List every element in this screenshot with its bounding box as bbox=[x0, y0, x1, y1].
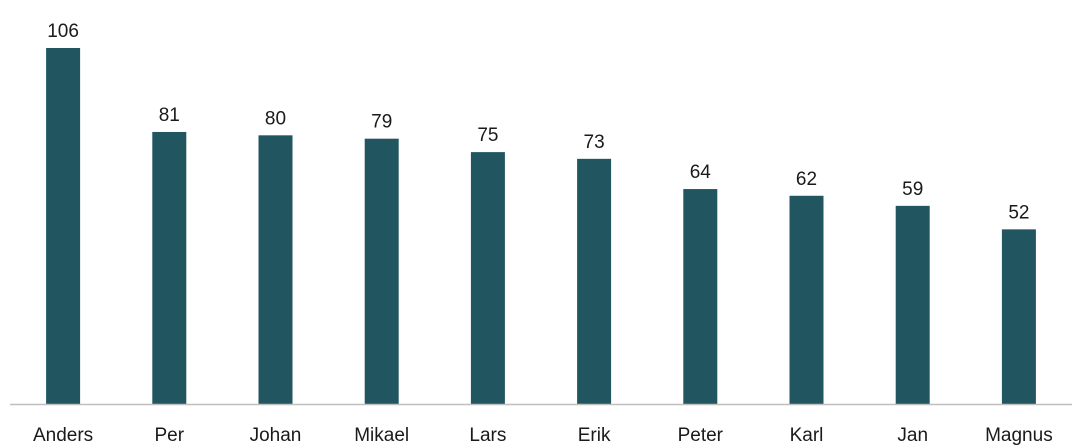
category-label-erik: Erik bbox=[578, 425, 611, 446]
bar-karl bbox=[789, 195, 824, 404]
category-label-jan: Jan bbox=[897, 425, 928, 446]
data-label-peter: 64 bbox=[690, 162, 712, 183]
bar-magnus bbox=[1001, 229, 1036, 404]
bar-anders bbox=[46, 48, 81, 404]
bar-johan bbox=[258, 135, 293, 405]
bars-group bbox=[46, 48, 1036, 405]
category-labels-group: Anders Per Johan Mikael Lars Erik Peter Karl Jan… bbox=[33, 425, 1053, 446]
bar-peter bbox=[683, 189, 718, 404]
data-label-per: 81 bbox=[159, 105, 180, 126]
data-label-erik: 73 bbox=[584, 132, 605, 153]
data-label-lars: 75 bbox=[477, 125, 498, 146]
category-label-magnus: Magnus bbox=[985, 425, 1053, 446]
category-label-anders: Anders bbox=[33, 425, 93, 446]
data-label-anders: 106 bbox=[47, 21, 79, 42]
category-label-lars: Lars bbox=[469, 425, 506, 446]
data-label-karl: 62 bbox=[796, 169, 817, 190]
data-label-magnus: 52 bbox=[1008, 202, 1029, 223]
data-label-johan: 80 bbox=[265, 108, 286, 129]
category-label-johan: Johan bbox=[250, 425, 302, 446]
category-label-per: Per bbox=[155, 425, 185, 446]
category-label-karl: Karl bbox=[790, 425, 824, 446]
bar-jan bbox=[895, 205, 930, 404]
bar-lars bbox=[470, 152, 505, 404]
data-label-jan: 59 bbox=[902, 179, 923, 200]
category-label-peter: Peter bbox=[678, 425, 724, 446]
data-label-mikael: 79 bbox=[371, 112, 392, 133]
category-label-mikael: Mikael bbox=[354, 425, 409, 446]
bar-erik bbox=[577, 158, 612, 404]
data-labels-group: 106 81 80 79 75 73 64 62 59 52 bbox=[47, 21, 1029, 223]
bar-per bbox=[152, 131, 187, 404]
bar-mikael bbox=[364, 138, 399, 404]
